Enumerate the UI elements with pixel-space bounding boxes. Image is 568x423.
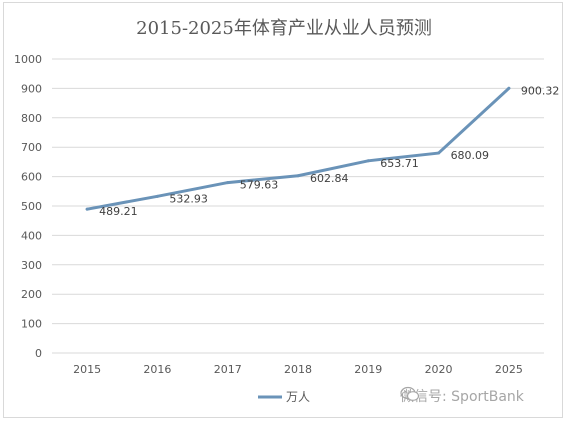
data-label: 602.84 [310,172,349,185]
data-point [296,174,300,178]
data-label: 579.63 [240,179,279,192]
y-tick-label: 100 [21,318,42,331]
data-label: 653.71 [380,157,419,170]
data-labels: 489.21 532.93 579.63 602.84 653.71 680.09 900.… [99,84,559,218]
data-point [507,86,511,90]
y-tick-label: 200 [21,288,42,301]
y-tick-label: 0 [35,347,42,360]
series-layer [85,86,511,211]
y-tick-label: 300 [21,259,42,272]
data-label: 900.32 [521,84,560,97]
y-tick-label: 500 [21,200,42,213]
data-point [85,207,89,211]
series-line [85,86,511,211]
data-point [437,151,441,155]
x-tick-label: 2015 [73,363,101,376]
chart-frame [3,2,563,418]
data-point [366,159,370,163]
y-tick-label: 400 [21,229,42,242]
y-tick-label: 800 [21,112,42,125]
wechat-icon [400,386,420,401]
y-tick-label: 700 [21,141,42,154]
legend: 万人 [258,390,310,404]
x-tick-label: 2018 [284,363,312,376]
x-axis-ticks: 2015 2016 2017 2018 2019 2020 2025 [73,363,523,376]
data-point [226,181,230,185]
x-tick-label: 2019 [354,363,382,376]
x-tick-label: 2020 [425,363,453,376]
y-tick-label: 1000 [14,53,42,66]
watermark: 微信号: SportBank [400,386,524,406]
data-label: 489.21 [99,205,137,218]
watermark-text: 微信号: SportBank [400,389,524,405]
y-axis-ticks: 0 100 200 300 400 500 600 700 800 900 1000 [14,53,42,360]
chart-title: 2015-2025年体育产业从业人员预测 [136,18,432,39]
x-tick-label: 2025 [495,363,523,376]
data-point [155,194,159,198]
x-tick-label: 2017 [214,363,242,376]
y-tick-label: 900 [21,82,42,95]
x-tick-label: 2016 [143,363,171,376]
data-label: 532.93 [169,192,208,205]
legend-label: 万人 [286,390,310,404]
data-label: 680.09 [451,149,490,162]
y-tick-label: 600 [21,171,42,184]
